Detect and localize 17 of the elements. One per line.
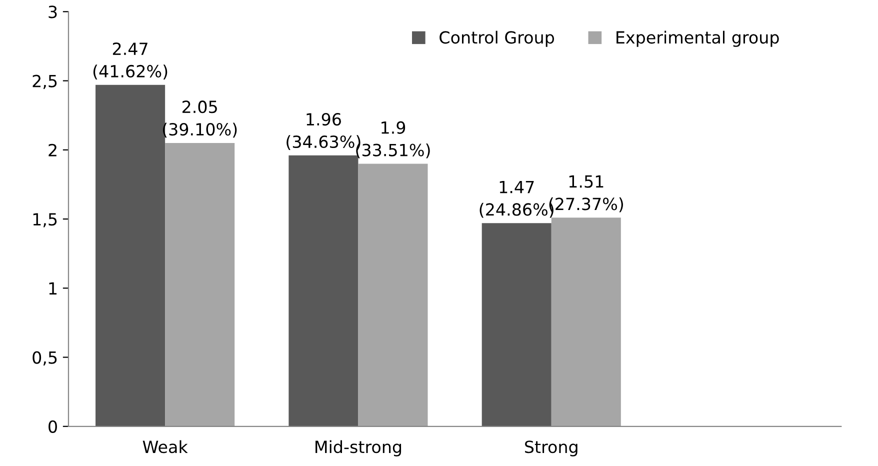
bar [482, 223, 552, 426]
x-tick-label: Weak [142, 440, 188, 454]
y-tick-label: 1,5 [33, 213, 57, 228]
data-label: 2.47 (41.62%) [93, 42, 168, 80]
y-tick-label: 0 [48, 420, 57, 433]
x-tick-label: Mid-strong [316, 440, 402, 456]
x-tick-label: Strong [525, 440, 578, 456]
y-tick-label: 3 [48, 6, 57, 18]
legend-label: Experimental group [616, 30, 779, 47]
y-tick-label: 2,5 [32, 74, 57, 90]
y-tick-label: 2 [48, 144, 56, 156]
y-tick-label: 1 [49, 282, 57, 294]
bar [551, 218, 621, 426]
bar [358, 164, 428, 426]
bar [165, 142, 235, 426]
legend-label: Control Group [440, 30, 554, 47]
y-tick-label: 0,5 [32, 351, 57, 366]
